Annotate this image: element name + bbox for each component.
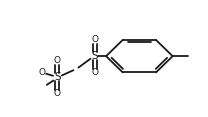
Text: O: O [54,89,61,98]
Text: O: O [54,56,61,65]
Text: O: O [91,68,98,77]
Text: O: O [38,68,45,77]
Text: S: S [54,72,61,82]
Text: S: S [91,51,98,61]
Text: O: O [91,35,98,44]
